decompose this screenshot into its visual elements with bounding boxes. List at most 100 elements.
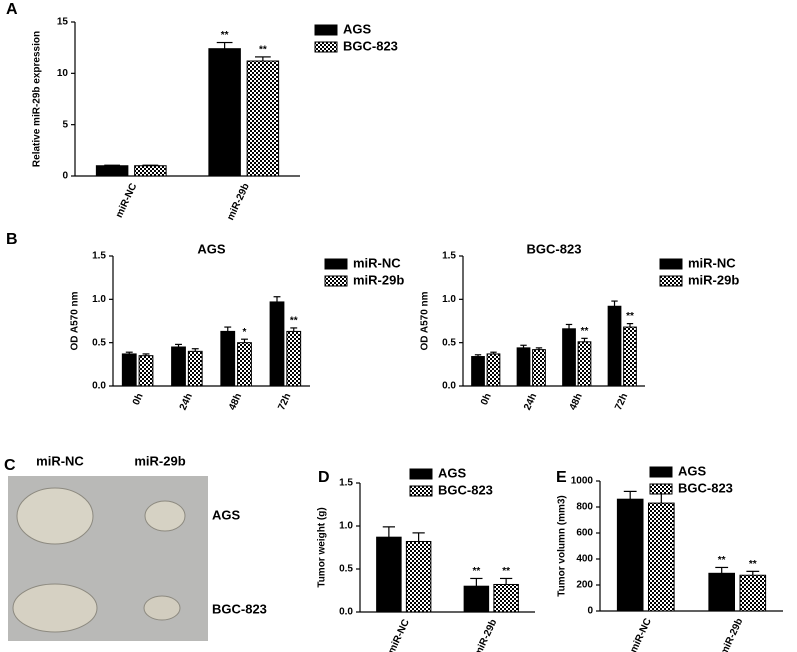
bar bbox=[405, 540, 432, 613]
y-tick-label: 1.0 bbox=[442, 294, 456, 305]
tumor bbox=[144, 500, 186, 532]
y-tick-label: 5 bbox=[62, 119, 68, 130]
y-tick-label: 0.0 bbox=[339, 607, 353, 618]
bar bbox=[187, 350, 203, 387]
y-tick-label: 0.0 bbox=[442, 381, 456, 392]
y-tick-label: 1.0 bbox=[92, 294, 106, 305]
x-tick-label: 48h bbox=[568, 392, 585, 412]
panel-letter: A bbox=[6, 1, 18, 18]
x-tick-label: 24h bbox=[178, 392, 195, 412]
legend-label: BGC-823 bbox=[343, 38, 398, 53]
x-tick-label: miR-29b bbox=[719, 617, 746, 652]
x-tick-label: 48h bbox=[227, 392, 244, 412]
y-tick-label: 200 bbox=[576, 580, 593, 591]
x-tick-label: 0h bbox=[131, 392, 146, 407]
y-tick-label: 15 bbox=[57, 17, 69, 28]
legend-swatch bbox=[659, 258, 683, 270]
significance-label: ** bbox=[749, 559, 757, 570]
y-tick-label: 10 bbox=[57, 68, 69, 79]
legend-swatch bbox=[659, 275, 683, 287]
bar bbox=[171, 346, 186, 387]
y-axis-title: Tumor volumn (mm3) bbox=[557, 495, 568, 596]
legend-label: AGS bbox=[678, 463, 707, 478]
photo-row-label: BGC-823 bbox=[212, 601, 267, 616]
chart-title: BGC-823 bbox=[527, 241, 582, 256]
x-tick-label: miR-NC bbox=[386, 618, 411, 652]
x-tick-label: miR-NC bbox=[628, 617, 653, 652]
tumor bbox=[143, 595, 181, 621]
panel-letter: D bbox=[318, 469, 330, 486]
significance-label: ** bbox=[472, 566, 480, 577]
x-tick-label: miR-NC bbox=[114, 182, 139, 220]
legend-swatch bbox=[324, 258, 348, 270]
legend-swatch bbox=[649, 466, 673, 478]
significance-label: ** bbox=[581, 326, 589, 337]
y-tick-label: 600 bbox=[576, 528, 593, 539]
bar bbox=[493, 583, 519, 613]
legend-swatch bbox=[649, 483, 673, 495]
y-tick-label: 1.5 bbox=[442, 251, 456, 262]
significance-label: ** bbox=[221, 30, 229, 41]
y-tick-label: 0.0 bbox=[92, 381, 106, 392]
bar bbox=[95, 165, 129, 177]
bar bbox=[237, 342, 252, 387]
y-tick-label: 400 bbox=[576, 554, 593, 565]
photo-column-label: miR-29b bbox=[134, 453, 185, 468]
legend-swatch bbox=[314, 24, 338, 36]
bar bbox=[246, 60, 280, 177]
photo-column-label: miR-NC bbox=[36, 453, 84, 468]
legend-label: AGS bbox=[343, 21, 372, 36]
bar bbox=[463, 585, 490, 613]
y-tick-label: 0 bbox=[62, 171, 68, 182]
y-axis-title: Relative miR-29b expression bbox=[32, 31, 43, 167]
bar bbox=[220, 330, 236, 387]
legend-label: miR-NC bbox=[353, 255, 401, 270]
bar bbox=[471, 356, 485, 387]
significance-label: ** bbox=[718, 555, 726, 566]
panel-letter: B bbox=[6, 231, 18, 248]
legend-swatch bbox=[409, 468, 433, 480]
y-axis-title: OD A570 nm bbox=[420, 291, 431, 350]
y-axis-title: Tumor weight (g) bbox=[317, 507, 328, 587]
legend-label: miR-29b bbox=[353, 272, 404, 287]
legend-label: miR-NC bbox=[688, 255, 736, 270]
y-tick-label: 0.5 bbox=[442, 337, 456, 348]
legend-swatch bbox=[324, 275, 348, 287]
bar bbox=[532, 349, 546, 387]
bar bbox=[208, 48, 241, 177]
x-tick-label: 72h bbox=[276, 392, 293, 412]
bar bbox=[138, 355, 154, 387]
y-tick-label: 1000 bbox=[571, 476, 594, 487]
bar bbox=[516, 347, 531, 387]
bar bbox=[269, 301, 285, 387]
y-tick-label: 0.5 bbox=[92, 337, 106, 348]
bar bbox=[623, 326, 637, 387]
legend-swatch bbox=[314, 41, 338, 53]
bar bbox=[616, 498, 644, 612]
bar bbox=[577, 341, 592, 387]
significance-label: ** bbox=[626, 311, 634, 322]
significance-label: ** bbox=[502, 566, 510, 577]
x-tick-label: 0h bbox=[479, 392, 494, 407]
tumor bbox=[12, 583, 98, 633]
legend-label: miR-29b bbox=[688, 272, 739, 287]
y-axis-title: OD A570 nm bbox=[70, 291, 81, 350]
bar bbox=[607, 305, 622, 387]
legend-label: BGC-823 bbox=[438, 482, 493, 497]
bar bbox=[376, 536, 402, 613]
legend-label: AGS bbox=[438, 465, 467, 480]
bar bbox=[708, 572, 736, 612]
x-tick-label: 72h bbox=[613, 392, 630, 412]
chart-title: AGS bbox=[197, 241, 226, 256]
bar bbox=[121, 353, 137, 387]
x-tick-label: miR-29b bbox=[473, 618, 500, 652]
panel-letter: E bbox=[556, 469, 567, 486]
y-tick-label: 1.5 bbox=[92, 251, 106, 262]
panel-letter: C bbox=[4, 457, 16, 474]
bar bbox=[134, 165, 167, 177]
y-tick-label: 1.5 bbox=[339, 478, 353, 489]
significance-label: ** bbox=[290, 316, 298, 327]
bar bbox=[486, 353, 501, 387]
bar bbox=[562, 328, 576, 387]
